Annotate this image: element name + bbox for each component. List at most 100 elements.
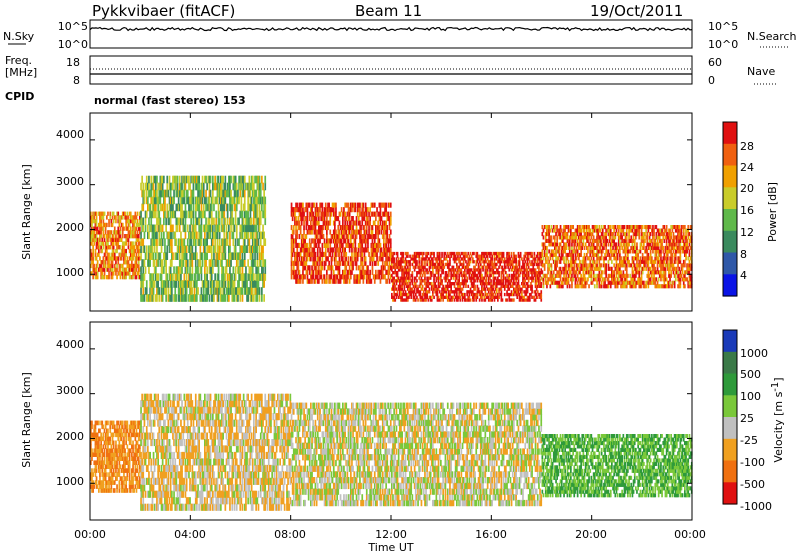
heatmap-cell: [129, 248, 132, 254]
heatmap-cell: [208, 245, 211, 253]
heatmap-cell: [515, 254, 517, 258]
heatmap-cell: [98, 222, 100, 228]
heatmap-cell: [175, 266, 178, 274]
heatmap-cell: [245, 182, 247, 191]
heatmap-cell: [254, 259, 256, 267]
heatmap-cell: [258, 175, 261, 184]
heatmap-cell: [587, 238, 589, 243]
heatmap-cell: [192, 238, 195, 246]
heatmap-cell: [409, 276, 411, 280]
heatmap-cell: [395, 262, 398, 267]
heatmap-cell: [207, 231, 210, 240]
heatmap-cell: [121, 222, 124, 228]
heatmap-cell: [357, 229, 360, 235]
heatmap-cell: [168, 294, 171, 302]
heatmap-cell: [237, 259, 239, 267]
heatmap-cell: [330, 247, 333, 253]
heatmap-cell: [258, 224, 261, 233]
heatmap-cell: [401, 265, 403, 269]
heatmap-cell: [210, 280, 213, 288]
heatmap-cell: [226, 210, 229, 219]
heatmap-cell: [372, 211, 375, 217]
heatmap-cell: [338, 229, 341, 235]
heatmap-cell: [446, 254, 449, 258]
heatmap-cell: [386, 229, 389, 235]
heatmap-cell: [153, 196, 156, 205]
heatmap-cell: [361, 220, 364, 226]
heatmap-cell: [590, 273, 593, 278]
heatmap-cell: [388, 278, 391, 284]
heatmap-cell: [157, 259, 159, 267]
heatmap-cell: [202, 294, 205, 302]
heatmap-cell: [249, 210, 252, 219]
heatmap-cell: [182, 189, 185, 198]
heatmap-cell: [135, 260, 138, 265]
heatmap-cell: [263, 196, 265, 205]
heatmap-cell: [311, 278, 313, 284]
heatmap-cell: [150, 189, 153, 198]
heatmap-cell: [334, 238, 336, 244]
heatmap-cell: [428, 287, 431, 291]
heatmap-cell: [533, 251, 536, 256]
heatmap-cell: [121, 215, 124, 220]
heatmap-cell: [228, 287, 230, 295]
heatmap-cell: [158, 189, 161, 198]
heatmap-cell: [165, 217, 167, 226]
heatmap-cell: [361, 216, 364, 222]
heatmap-cell: [110, 241, 113, 246]
heatmap-cell: [184, 294, 187, 302]
heatmap-cell: [329, 207, 332, 213]
heatmap-cell: [120, 222, 123, 228]
heatmap-cell: [173, 231, 175, 240]
heatmap-cell: [107, 241, 109, 246]
heatmap-cell: [387, 211, 390, 217]
heatmap-cell: [422, 298, 425, 302]
heatmap-cell: [391, 295, 393, 299]
heatmap-cell: [217, 182, 220, 191]
heatmap-cell: [137, 248, 140, 254]
heatmap-cell: [375, 211, 377, 217]
heatmap-cell: [241, 294, 244, 302]
heatmap-cell: [454, 260, 457, 264]
heatmap-cell: [117, 260, 120, 265]
heatmap-cell: [200, 294, 203, 302]
heatmap-cell: [241, 189, 244, 198]
heatmap-cell: [125, 260, 127, 265]
heatmap-cell: [159, 189, 162, 198]
heatmap-cell: [430, 298, 433, 302]
heatmap-cell: [342, 256, 344, 262]
heatmap-cell: [541, 225, 544, 230]
heatmap-cell: [303, 247, 305, 253]
heatmap-cell: [208, 294, 211, 302]
heatmap-cell: [399, 284, 401, 288]
heatmap-cell: [391, 262, 393, 267]
heatmap-cell: [339, 260, 342, 266]
heatmap-cell: [322, 225, 325, 231]
heatmap-cell: [133, 230, 135, 235]
heatmap-cell: [451, 273, 454, 278]
heatmap-cell: [249, 245, 252, 253]
heatmap-cell: [165, 252, 167, 260]
heatmap-cell: [128, 267, 131, 272]
heatmap-cell: [223, 196, 226, 205]
heatmap-cell: [365, 211, 368, 217]
heatmap-cell: [340, 225, 343, 231]
heatmap-cell: [322, 251, 325, 257]
heatmap-cell: [429, 265, 432, 269]
heatmap-cell: [304, 216, 306, 222]
heatmap-cell: [204, 245, 206, 253]
heatmap-cell: [437, 282, 440, 286]
heatmap-cell: [306, 207, 309, 213]
heatmap-cell: [400, 265, 402, 269]
heatmap-cell: [302, 211, 304, 217]
heatmap-cell: [178, 287, 181, 295]
heatmap-cell: [190, 280, 192, 288]
heatmap-cell: [453, 298, 456, 302]
heatmap-cell: [106, 234, 108, 239]
heatmap-cell: [292, 265, 295, 271]
heatmap-cell: [343, 247, 345, 253]
heatmap-cell: [335, 265, 337, 271]
heatmap-cell: [173, 189, 175, 198]
heatmap-cell: [323, 211, 326, 217]
heatmap-cell: [372, 274, 375, 280]
